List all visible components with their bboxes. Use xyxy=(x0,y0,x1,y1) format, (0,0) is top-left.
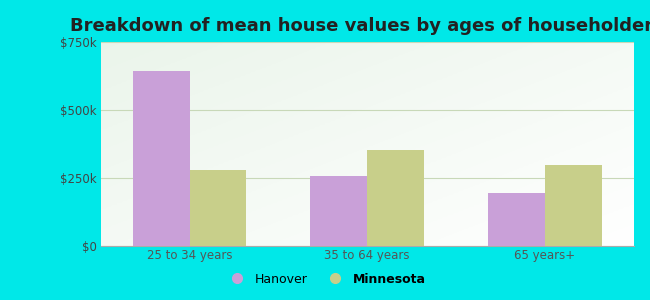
Bar xyxy=(545,165,602,246)
Title: Breakdown of mean house values by ages of householders: Breakdown of mean house values by ages o… xyxy=(70,17,650,35)
Legend: Hanover, Minnesota: Hanover, Minnesota xyxy=(220,268,430,291)
Bar xyxy=(488,193,545,246)
Bar xyxy=(190,170,246,246)
Bar xyxy=(367,150,424,246)
Bar xyxy=(311,176,367,246)
Bar xyxy=(133,70,190,246)
